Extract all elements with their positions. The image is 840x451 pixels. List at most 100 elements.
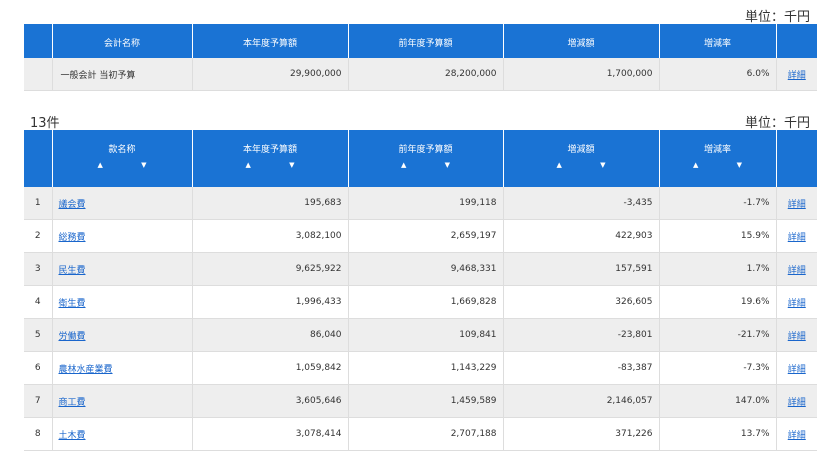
summary-previous: 28,200,000 — [347, 58, 503, 91]
row-name-cell: 商工費 — [51, 384, 192, 418]
header-blank — [24, 24, 52, 58]
table-row: 3 民生費 9,625,922 9,468,331 157,591 1.7% 詳… — [24, 252, 817, 286]
row-current: 86,040 — [191, 318, 348, 352]
item-name-link[interactable]: 農林水産業費 — [58, 364, 113, 375]
header-rate[interactable]: 増減率 ▲ ▼ — [658, 130, 776, 187]
item-name-link[interactable]: 衛生費 — [58, 298, 86, 309]
summary-current: 29,900,000 — [191, 58, 348, 91]
row-detail-cell: 詳細 — [775, 318, 817, 352]
header-rate: 増減率 — [658, 24, 776, 58]
summary-rate: 6.0% — [658, 58, 776, 91]
row-number: 6 — [24, 351, 52, 385]
header-previous-budget-label: 前年度予算額 — [398, 145, 453, 155]
row-rate: 13.7% — [658, 417, 776, 451]
row-name-cell: 民生費 — [51, 252, 192, 286]
item-name-link[interactable]: 商工費 — [58, 397, 86, 408]
table-row: 8 土木費 3,078,414 2,707,188 371,226 13.7% … — [24, 417, 817, 451]
sort-arrows-icon[interactable]: ▲ ▼ — [401, 161, 468, 169]
detail-link[interactable]: 詳細 — [787, 430, 806, 441]
detail-link[interactable]: 詳細 — [787, 232, 806, 243]
row-rate: 19.6% — [658, 285, 776, 319]
row-name-cell: 土木費 — [51, 417, 192, 451]
row-current: 1,996,433 — [191, 285, 348, 319]
header-blank — [24, 130, 52, 187]
row-current: 9,625,922 — [191, 252, 348, 286]
sort-arrows-icon[interactable]: ▲ ▼ — [693, 161, 760, 169]
row-previous: 1,459,589 — [347, 384, 503, 418]
row-previous: 199,118 — [347, 187, 503, 220]
row-diff: 422,903 — [502, 219, 659, 253]
row-detail-cell: 詳細 — [775, 219, 817, 253]
header-item-name-label: 款名称 — [108, 145, 136, 155]
detail-header-row: 款名称 ▲ ▼ 本年度予算額 ▲ ▼ 前年度予算額 ▲ ▼ 増減額 ▲ ▼ 増減率 ▲ ▼ — [24, 130, 817, 187]
item-name-link[interactable]: 労働費 — [58, 331, 86, 342]
row-detail-cell: 詳細 — [775, 252, 817, 286]
item-name-link[interactable]: 民生費 — [58, 265, 86, 276]
table-row: 1 議会費 195,683 199,118 -3,435 -1.7% 詳細 — [24, 187, 817, 220]
row-previous: 2,659,197 — [347, 219, 503, 253]
summary-diff: 1,700,000 — [502, 58, 659, 91]
table-row: 4 衛生費 1,996,433 1,669,828 326,605 19.6% … — [24, 285, 817, 319]
row-previous: 109,841 — [347, 318, 503, 352]
sort-arrows-icon[interactable]: ▲ ▼ — [556, 161, 624, 169]
header-rate-label: 増減率 — [703, 145, 731, 155]
sort-arrows-icon[interactable]: ▲ ▼ — [245, 161, 313, 169]
row-diff: -83,387 — [502, 351, 659, 385]
summary-detail-link[interactable]: 詳細 — [787, 70, 806, 81]
row-diff: -3,435 — [502, 187, 659, 220]
result-count: 13件 — [30, 116, 60, 131]
row-diff: 2,146,057 — [502, 384, 659, 418]
summary-row: 一般会計 当初予算 29,900,000 28,200,000 1,700,00… — [24, 58, 817, 91]
header-previous-budget: 前年度予算額 — [347, 24, 503, 58]
row-number: 7 — [24, 384, 52, 418]
header-item-name[interactable]: 款名称 ▲ ▼ — [51, 130, 192, 187]
detail-link[interactable]: 詳細 — [787, 199, 806, 210]
row-name-cell: 農林水産業費 — [51, 351, 192, 385]
row-number: 2 — [24, 219, 52, 253]
row-previous: 1,669,828 — [347, 285, 503, 319]
row-rate: -1.7% — [658, 187, 776, 220]
header-current-budget[interactable]: 本年度予算額 ▲ ▼ — [191, 130, 348, 187]
row-name-cell: 衛生費 — [51, 285, 192, 319]
detail-link[interactable]: 詳細 — [787, 298, 806, 309]
row-number: 8 — [24, 417, 52, 451]
summary-blank-cell — [24, 58, 52, 91]
detail-link[interactable]: 詳細 — [787, 331, 806, 342]
summary-detail-cell: 詳細 — [775, 58, 817, 91]
row-previous: 2,707,188 — [347, 417, 503, 451]
detail-link[interactable]: 詳細 — [787, 397, 806, 408]
table-row: 7 商工費 3,605,646 1,459,589 2,146,057 147.… — [24, 384, 817, 418]
detail-link[interactable]: 詳細 — [787, 364, 806, 375]
header-detail-blank — [775, 130, 817, 187]
row-current: 3,605,646 — [191, 384, 348, 418]
row-rate: -7.3% — [658, 351, 776, 385]
item-name-link[interactable]: 総務費 — [58, 232, 86, 243]
row-diff: -23,801 — [502, 318, 659, 352]
table-row: 2 総務費 3,082,100 2,659,197 422,903 15.9% … — [24, 219, 817, 253]
row-name-cell: 総務費 — [51, 219, 192, 253]
header-diff: 増減額 — [502, 24, 659, 58]
row-number: 3 — [24, 252, 52, 286]
row-previous: 1,143,229 — [347, 351, 503, 385]
row-rate: 15.9% — [658, 219, 776, 253]
row-detail-cell: 詳細 — [775, 285, 817, 319]
row-number: 1 — [24, 187, 52, 220]
row-current: 3,082,100 — [191, 219, 348, 253]
row-number: 4 — [24, 285, 52, 319]
unit-label: 単位：千円 — [744, 10, 810, 25]
row-name-cell: 労働費 — [51, 318, 192, 352]
summary-header-row: 会計名称 本年度予算額 前年度予算額 増減額 増減率 — [24, 24, 817, 58]
row-diff: 326,605 — [502, 285, 659, 319]
item-name-link[interactable]: 議会費 — [58, 199, 86, 210]
sort-arrows-icon[interactable]: ▲ ▼ — [97, 161, 165, 169]
row-previous: 9,468,331 — [347, 252, 503, 286]
detail-table: 款名称 ▲ ▼ 本年度予算額 ▲ ▼ 前年度予算額 ▲ ▼ 増減額 ▲ ▼ 増減率 ▲ ▼… — [24, 130, 817, 451]
row-current: 195,683 — [191, 187, 348, 220]
detail-link[interactable]: 詳細 — [787, 265, 806, 276]
item-name-link[interactable]: 土木費 — [58, 430, 86, 441]
header-current-budget-label: 本年度予算額 — [242, 145, 297, 155]
header-previous-budget[interactable]: 前年度予算額 ▲ ▼ — [347, 130, 503, 187]
row-diff: 371,226 — [502, 417, 659, 451]
header-diff[interactable]: 増減額 ▲ ▼ — [502, 130, 659, 187]
row-detail-cell: 詳細 — [775, 417, 817, 451]
